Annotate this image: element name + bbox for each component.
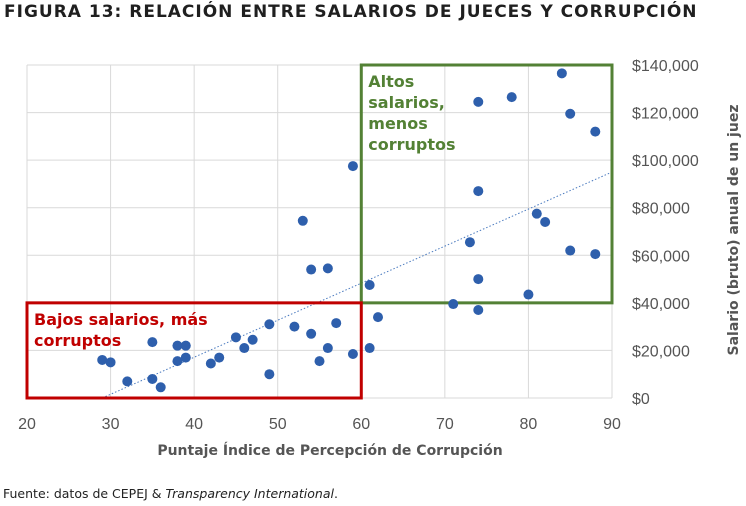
data-point xyxy=(473,96,484,107)
annotation-text-high: Altos xyxy=(368,72,414,91)
data-point xyxy=(506,92,517,103)
annotation-boxes: Altos salarios, menos corruptos Bajos salari… xyxy=(25,63,614,400)
data-points xyxy=(97,68,601,393)
data-point xyxy=(322,343,333,354)
data-point xyxy=(314,356,325,367)
data-point xyxy=(347,161,358,172)
scatter-chart: 20 30 40 50 60 70 80 90 $0 $20,000 $40,000 $60,000 $… xyxy=(18,58,742,459)
data-point xyxy=(230,332,241,343)
data-point xyxy=(523,289,534,300)
data-point xyxy=(331,318,342,329)
x-tick-label: 90 xyxy=(603,416,621,433)
data-point xyxy=(347,348,358,359)
x-tick-label: 80 xyxy=(520,416,538,433)
data-point xyxy=(172,356,183,367)
annotation-box-low xyxy=(25,301,363,400)
x-tick-label: 20 xyxy=(18,416,36,433)
y-tick-label: $60,000 xyxy=(632,248,690,265)
data-point xyxy=(180,340,191,351)
data-point xyxy=(97,354,108,365)
y-tick-label: $120,000 xyxy=(632,106,699,123)
annotation-text-high: salarios, xyxy=(368,93,445,112)
data-point xyxy=(180,352,191,363)
data-point xyxy=(247,334,258,345)
data-point xyxy=(122,376,133,387)
data-point xyxy=(306,264,317,275)
x-tick-label: 70 xyxy=(436,416,454,433)
y-axis-label: Salario (bruto) anual de un juez xyxy=(726,105,742,356)
data-point xyxy=(289,321,300,332)
data-point xyxy=(364,343,375,354)
annotation-text-low: corruptos xyxy=(34,331,121,350)
y-tick-label: $40,000 xyxy=(632,296,690,313)
y-tick-label: $100,000 xyxy=(632,153,699,170)
annotation-text-high: corruptos xyxy=(368,135,455,154)
source-note: Fuente: datos de CEPEJ & Transparency In… xyxy=(3,486,338,501)
y-tick-label: $20,000 xyxy=(632,343,690,360)
source-suffix: . xyxy=(334,486,338,501)
data-point xyxy=(373,312,383,323)
data-point xyxy=(147,373,158,384)
data-point xyxy=(172,340,183,351)
data-point xyxy=(155,382,166,393)
data-point xyxy=(205,358,216,369)
data-point xyxy=(590,249,601,260)
data-point xyxy=(297,215,308,226)
data-point xyxy=(448,299,459,310)
x-tick-label: 50 xyxy=(269,416,287,433)
annotation-box-high xyxy=(359,63,614,305)
x-tick-label: 30 xyxy=(102,416,120,433)
x-tick-label: 40 xyxy=(185,416,203,433)
data-point xyxy=(322,263,333,274)
x-axis-label: Puntaje Índice de Percepción de Corrupci… xyxy=(157,442,502,459)
data-point xyxy=(473,186,484,197)
data-point xyxy=(364,280,375,291)
data-point xyxy=(473,274,484,285)
data-point xyxy=(264,319,275,330)
data-point xyxy=(214,352,225,363)
y-tick-label: $140,000 xyxy=(632,58,699,75)
axis-ticks: 20 30 40 50 60 70 80 90 $0 $20,000 $40,000 $60,000 $… xyxy=(18,58,699,433)
data-point xyxy=(105,357,116,368)
x-tick-label: 60 xyxy=(352,416,370,433)
data-point xyxy=(565,245,576,256)
data-point xyxy=(540,216,551,227)
data-point xyxy=(531,208,542,219)
data-point xyxy=(590,126,601,137)
y-tick-label: $0 xyxy=(632,391,650,408)
data-point xyxy=(239,343,250,354)
data-point xyxy=(147,337,158,348)
data-point xyxy=(556,68,567,79)
annotation-text-low: Bajos salarios, más xyxy=(34,310,208,329)
y-tick-label: $80,000 xyxy=(632,201,690,218)
figure-title: FIGURA 13: RELACIÓN ENTRE SALARIOS DE JU… xyxy=(4,2,698,22)
source-italic: Transparency International xyxy=(165,486,335,501)
data-point xyxy=(473,304,484,315)
data-point xyxy=(264,369,275,380)
data-point xyxy=(464,237,475,248)
annotation-text-high: menos xyxy=(368,114,427,133)
source-prefix: Fuente: datos de CEPEJ & xyxy=(3,486,166,501)
data-point xyxy=(306,328,317,339)
data-point xyxy=(565,108,576,119)
